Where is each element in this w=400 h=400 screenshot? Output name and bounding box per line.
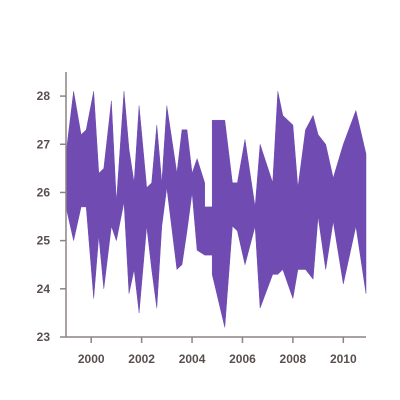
y-tick-label: 25 <box>37 234 51 248</box>
x-tick-label: 2004 <box>179 352 206 366</box>
y-axis-ticks: 23 24 25 26 27 28 <box>37 89 66 344</box>
x-tick-label: 2000 <box>78 352 105 366</box>
plot-area <box>65 91 367 328</box>
x-tick-label: 2002 <box>128 352 155 366</box>
x-tick-label: 2008 <box>280 352 307 366</box>
y-tick-label: 28 <box>37 89 51 103</box>
y-tick-label: 23 <box>37 330 51 344</box>
y-tick-label: 27 <box>37 137 51 151</box>
y-tick-label: 24 <box>37 282 51 296</box>
x-tick-label: 2010 <box>330 352 357 366</box>
y-tick-label: 26 <box>37 185 51 199</box>
x-axis-ticks: 2000 2002 2004 2006 2008 2010 <box>78 337 357 366</box>
range-area-series <box>65 91 367 328</box>
axes: 23 24 25 26 27 28 2000 2002 2004 2006 2008 2010 <box>37 72 366 366</box>
x-tick-label: 2006 <box>229 352 256 366</box>
